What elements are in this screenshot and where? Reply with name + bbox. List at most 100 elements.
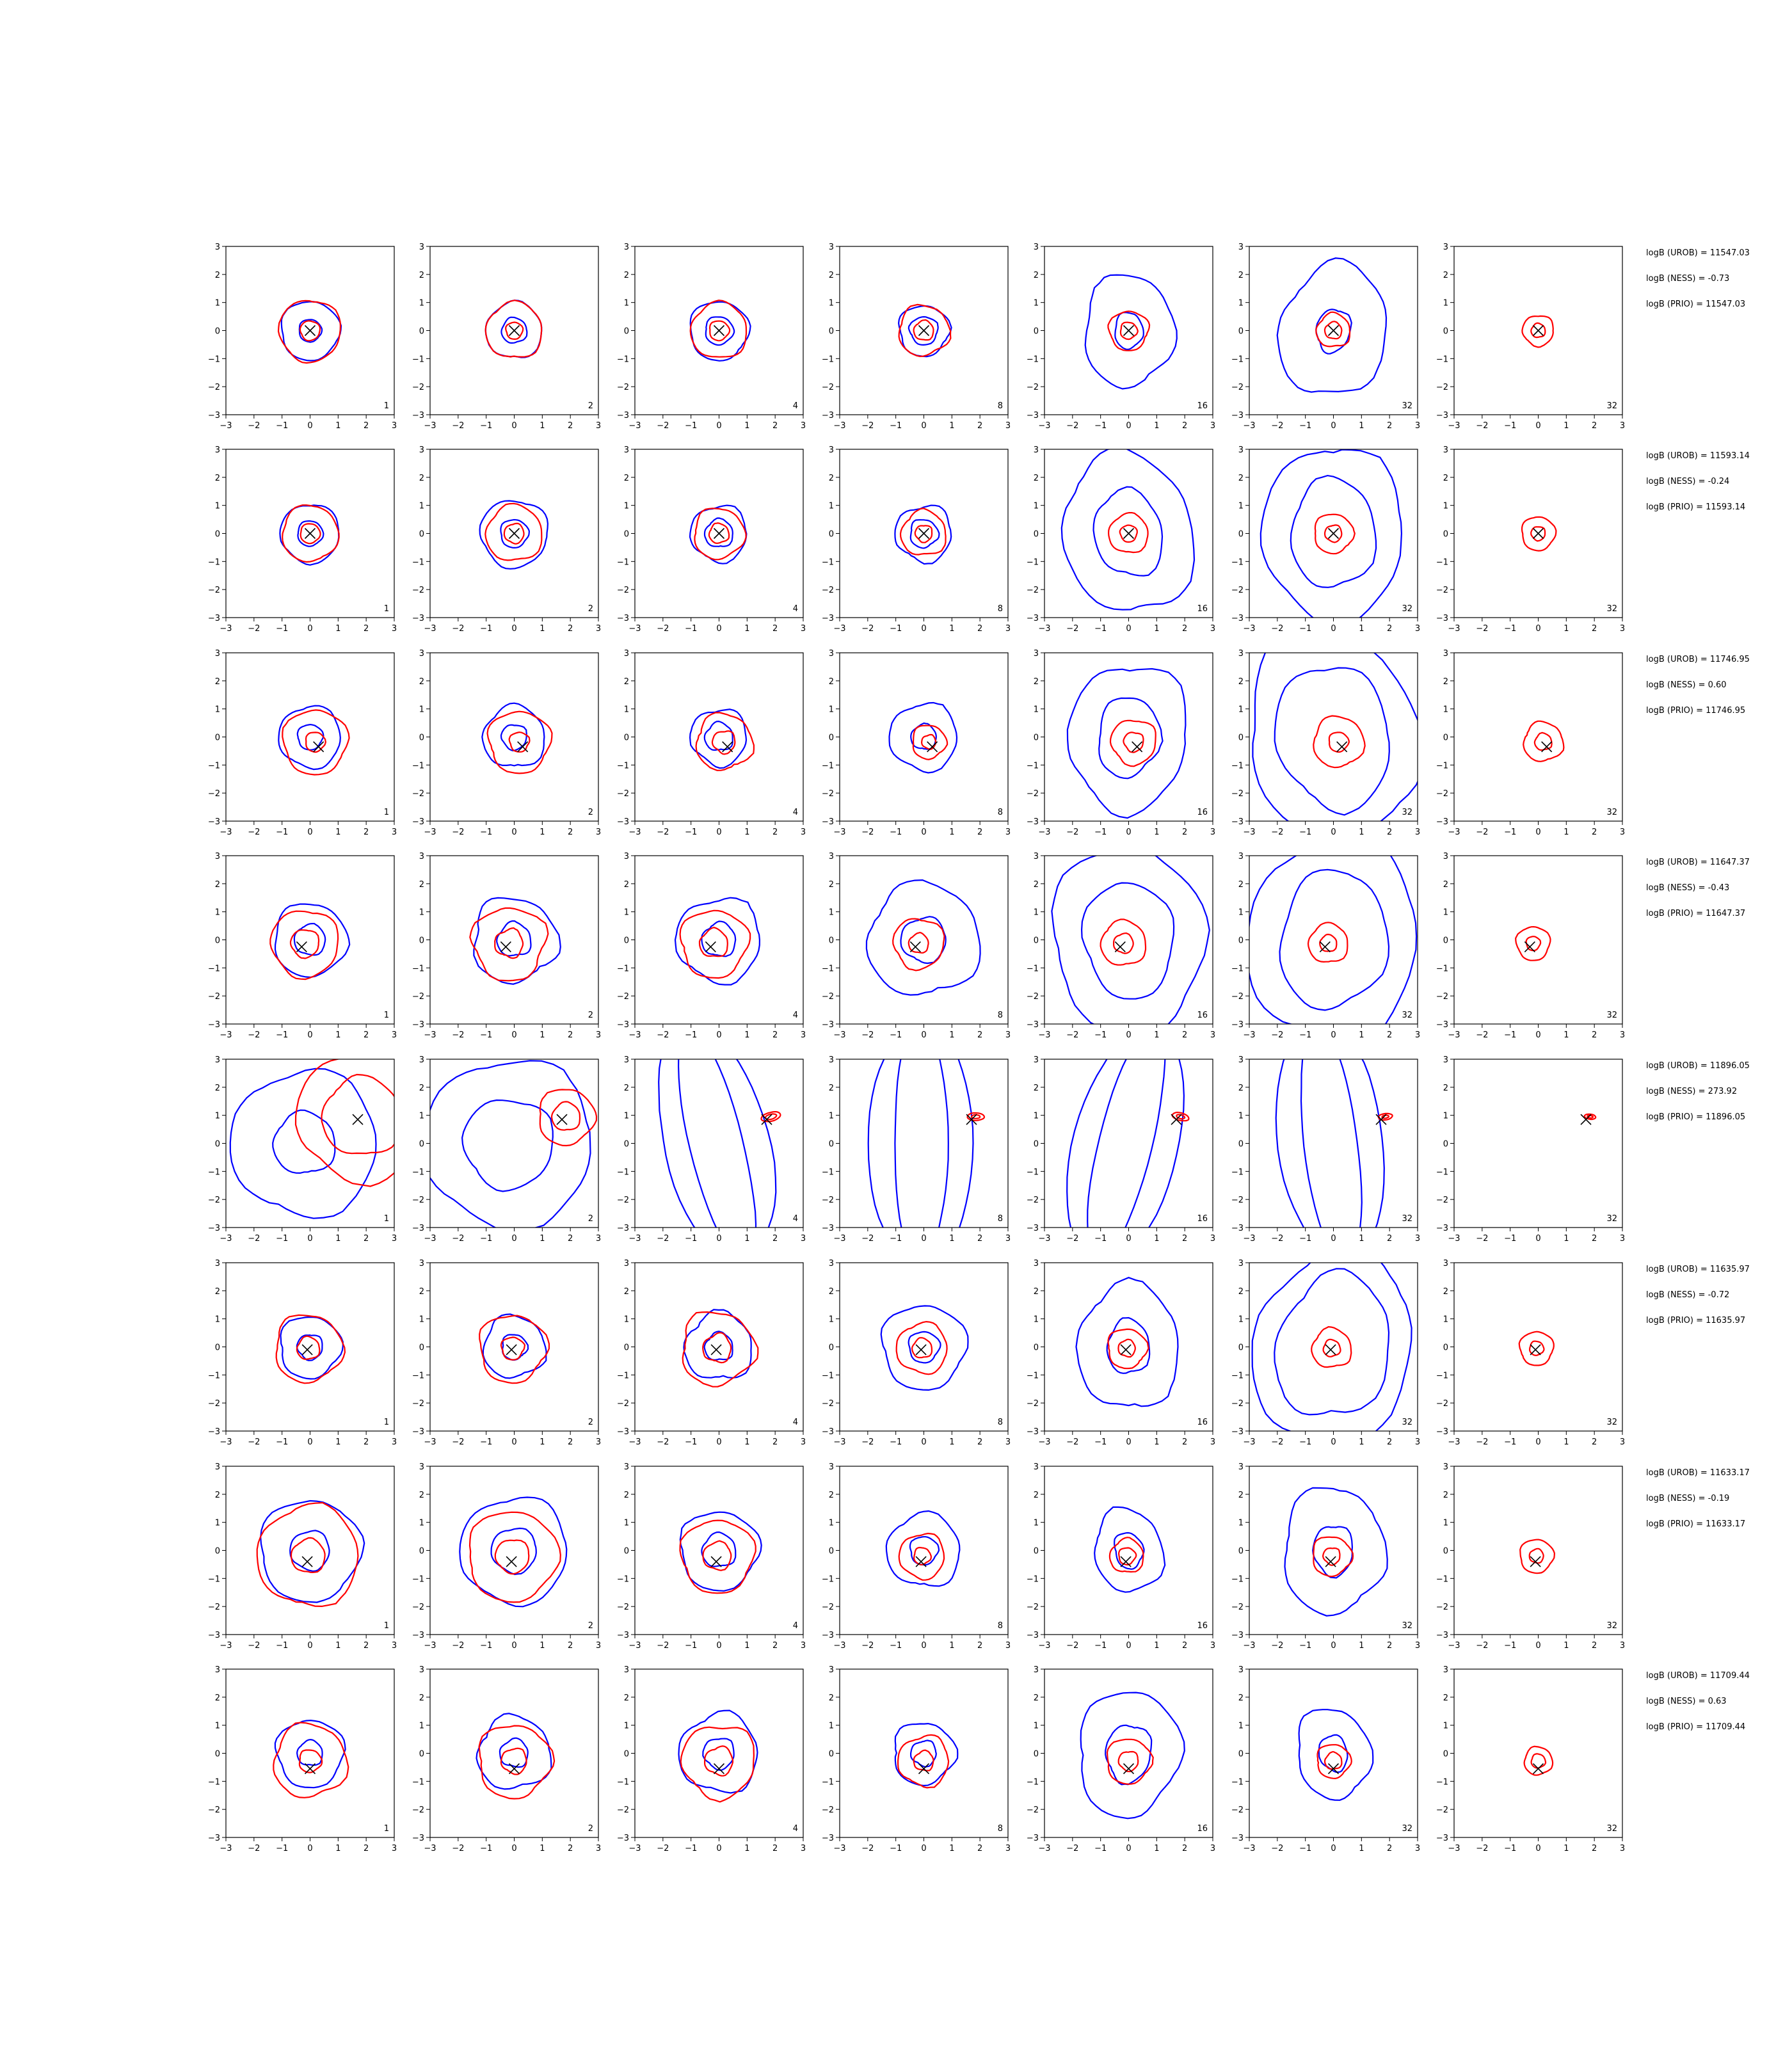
panel-frame [1044,1668,1213,1838]
x-tick-label: −3 [628,1641,641,1651]
y-tick-label: −1 [1436,1777,1448,1787]
blue-contour-outer [1298,1709,1374,1801]
red-contour-inner [970,1114,981,1119]
red-contour-inner [911,1337,933,1359]
y-tick-label: −1 [822,1574,834,1584]
x-tick-label: −3 [833,1030,845,1040]
x-tick-label: 1 [949,1234,954,1244]
x-tick-label: 2 [977,624,982,634]
red-contour-inner [289,929,320,959]
x-tick-label: −3 [628,828,641,837]
y-tick-label: 1 [1443,1722,1448,1731]
x-tick-label: 2 [1592,828,1597,837]
y-tick-label: −3 [1436,1631,1448,1640]
x-tick-label: 0 [307,421,312,431]
red-contour-outer [1109,719,1156,767]
row-stat-text: logB (PRIO) = 11633.17 [1646,1519,1745,1529]
blue-contour-inner [1274,1268,1390,1416]
x-tick-label: −1 [1504,828,1516,837]
y-tick-label: 1 [829,1112,834,1121]
y-tick-label: 3 [624,852,629,861]
x-tick-label: 2 [1592,421,1597,431]
y-tick-label: −1 [617,964,629,973]
y-tick-label: 0 [829,327,834,337]
panel-label: 16 [1197,1621,1208,1631]
blue-contour-inner [705,316,735,346]
y-tick-label: 0 [419,1750,424,1759]
y-tick-label: −2 [208,1805,220,1815]
row-stat-text: logB (NESS) = -0.73 [1646,274,1729,284]
y-tick-label: 1 [215,1315,220,1325]
x-tick-label: −1 [685,624,697,634]
y-tick-label: 0 [1238,1750,1244,1759]
y-tick-label: 0 [419,1343,424,1353]
y-tick-label: 1 [419,1112,424,1121]
x-tick-label: 3 [1415,624,1420,634]
blue-contour-outer [459,1496,568,1608]
panel-r4-c3: −3−3 −2 −2 −1 −1 0 0 1 1 2 2 3 3 4 [617,852,806,1040]
x-tick-label: −2 [861,1030,874,1040]
x-tick-label: −2 [1066,1641,1078,1651]
row-stat-text: logB (PRIO) = 11746.95 [1646,706,1745,716]
panel-contours [1252,653,1418,821]
blue-contour-outer [1075,1277,1179,1407]
row-stat-text: logB (PRIO) = 11593.14 [1646,502,1745,512]
truth-marker-stroke [508,1763,520,1775]
red-contour-inner [920,733,937,750]
x-tick-label: 1 [1359,1030,1364,1040]
red-contour-inner [1322,1338,1341,1357]
y-tick-label: −3 [412,411,424,420]
y-tick-label: −3 [1027,614,1039,623]
x-tick-label: 2 [568,1437,573,1447]
row-stat-text: logB (PRIO) = 11647.37 [1646,909,1745,918]
panel-r8-c5: −3−3 −2 −2 −1 −1 0 0 1 1 2 2 3 3 16 [1027,1665,1215,1853]
y-tick-label: −1 [822,761,834,771]
y-tick-label: 1 [1238,1112,1244,1121]
y-tick-label: −2 [1436,1603,1448,1612]
red-contour-outer [1100,918,1147,966]
panel-contours [689,504,748,564]
y-tick-label: 1 [624,299,629,308]
red-contour-outer [1107,310,1151,351]
x-tick-label: −1 [1094,421,1107,431]
x-tick-label: 1 [540,1641,545,1651]
truth-marker-stroke [966,1114,977,1125]
blue-contour-outer [885,1510,961,1587]
y-tick-label: 2 [1034,1491,1039,1500]
y-tick-label: 1 [1443,705,1448,715]
x-tick-label: 1 [1359,624,1364,634]
y-tick-label: 0 [1443,1343,1448,1353]
x-tick-label: 3 [392,421,397,431]
y-tick-label: −1 [822,964,834,973]
row-stat-text: logB (NESS) = -0.43 [1646,883,1729,893]
y-tick-label: 0 [829,936,834,946]
x-tick-label: −1 [685,1234,697,1244]
y-tick-label: 0 [419,1140,424,1149]
y-tick-label: 2 [1443,1287,1448,1297]
truth-marker-stroke [296,941,307,953]
x-tick-label: 1 [335,828,340,837]
x-tick-label: 1 [540,421,545,431]
x-tick-label: 1 [949,828,954,837]
panel-label: 8 [998,1011,1003,1020]
y-tick-label: 0 [215,1547,220,1556]
y-tick-label: −2 [1436,1805,1448,1815]
y-tick-label: −1 [822,557,834,567]
x-tick-label: 3 [1620,1234,1625,1244]
x-tick-label: 3 [392,1641,397,1651]
blue-contour-inner [910,1740,937,1768]
y-tick-label: −3 [1436,1020,1448,1030]
x-tick-label: 1 [1154,1844,1159,1853]
y-tick-label: 1 [1238,908,1244,918]
x-tick-label: 0 [307,1234,312,1244]
x-tick-label: −3 [1448,1437,1460,1447]
panel-r8-c6: −3−3 −2 −2 −1 −1 0 0 1 1 2 2 3 3 32 [1231,1665,1420,1853]
x-tick-label: 0 [1535,1844,1540,1853]
x-tick-label: −2 [248,1844,260,1853]
y-tick-label: 1 [419,1315,424,1325]
blue-contour-outer [481,702,545,767]
y-tick-label: 2 [624,1693,629,1703]
x-tick-label: −3 [424,624,436,634]
